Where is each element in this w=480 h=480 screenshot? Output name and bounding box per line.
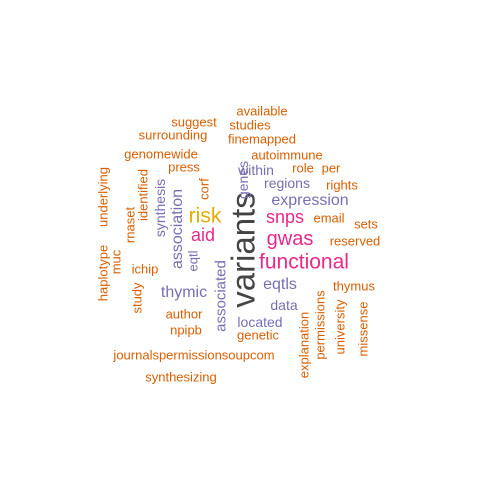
word-eqtls: eqtls <box>263 276 297 293</box>
word-located: located <box>237 314 283 330</box>
word-genomewide: genomewide <box>124 146 198 162</box>
word-permissions: permissions <box>312 290 328 360</box>
word-surrounding: surrounding <box>138 127 208 143</box>
word-finemapped: finemapped <box>228 131 296 147</box>
word-rnaset: rnaset <box>122 206 138 244</box>
word-functional: functional <box>259 250 349 274</box>
word-association: association <box>169 188 186 270</box>
word-reserved: reserved <box>329 233 381 249</box>
word-ichip: ichip <box>131 261 159 277</box>
word-studies: studies <box>229 117 271 133</box>
word-thymus: thymus <box>333 278 375 294</box>
word-available: available <box>236 103 288 119</box>
word-underlying: underlying <box>95 167 111 227</box>
word-regions: regions <box>264 175 310 191</box>
word-eqtl: eqtl <box>185 250 201 272</box>
word-genes: genes <box>235 160 251 200</box>
word-associated: associated <box>212 260 230 332</box>
word-explanation: explanation <box>296 311 312 379</box>
word-rights: rights <box>326 177 358 193</box>
word-gwas: gwas <box>266 228 314 250</box>
word-sets: sets <box>354 216 378 232</box>
word-npipb: npipb <box>170 322 202 338</box>
word-role: role <box>292 160 314 176</box>
word-risk: risk <box>188 204 222 228</box>
word-author: author <box>165 306 203 322</box>
word-identified: identified <box>135 168 151 222</box>
word-muc: muc <box>108 249 124 275</box>
word-study: study <box>129 282 145 314</box>
word-genetic: genetic <box>237 327 279 343</box>
word-press: press <box>168 159 200 175</box>
word-autoimmune: autoimmune <box>251 147 323 163</box>
word-synthesizing: synthesizing <box>145 369 217 385</box>
word-university: university <box>332 299 348 355</box>
word-suggest: suggest <box>171 114 217 130</box>
word-expression: expression <box>271 192 349 209</box>
word-thymic: thymic <box>160 284 208 301</box>
word-data: data <box>270 297 298 313</box>
word-per: per <box>321 160 341 176</box>
word-within: within <box>238 162 274 178</box>
word-corf: corf <box>196 178 212 200</box>
word-variants: variants <box>224 192 262 308</box>
word-missense: missense <box>355 301 371 357</box>
word-synthesis: synthesis <box>152 178 168 238</box>
word-snps: snps <box>265 207 305 227</box>
word-email: email <box>313 210 345 226</box>
word-journalspermissionsoupcom: journalspermissionsoupcom <box>113 347 275 363</box>
word-aid: aid <box>190 225 216 245</box>
